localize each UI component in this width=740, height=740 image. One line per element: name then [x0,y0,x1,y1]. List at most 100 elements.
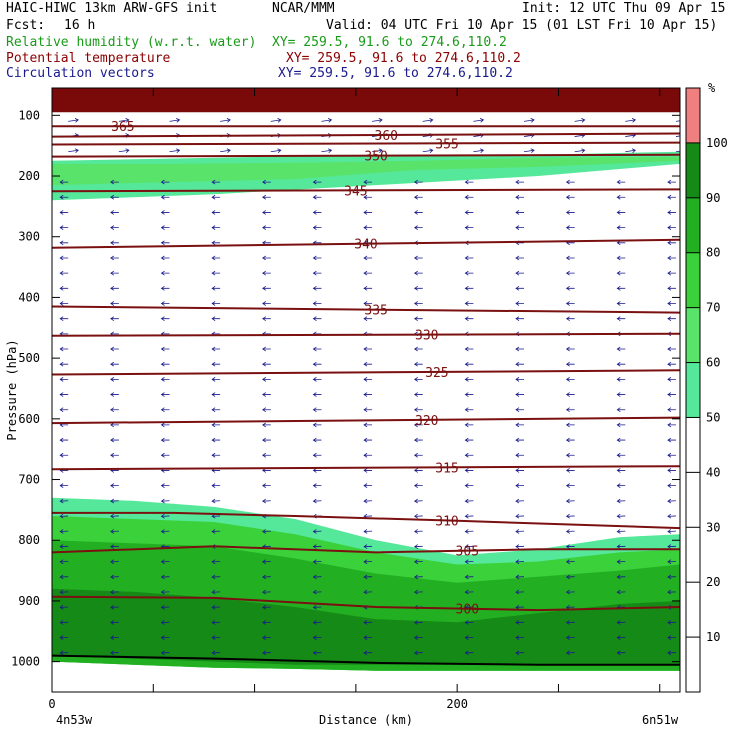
wind-vector-320 [515,210,525,215]
wind-vector-119 [211,346,221,352]
colorbar-label-80: 80 [706,246,720,260]
wind-vector-108 [211,179,221,185]
wind-vector-404 [616,422,626,428]
wind-vector-285 [464,210,474,215]
wind-vector-65 [110,589,119,595]
wind-vector-345 [515,589,525,595]
wind-vector-189 [312,346,322,352]
wind-vector-185 [312,285,322,291]
wind-vector-237 [363,544,373,549]
wind-vector-418 [616,635,626,640]
wind-vector-101 [160,604,170,610]
wind-vector-29 [59,574,69,580]
wind-vector-58 [110,483,119,488]
wind-vector-44 [110,270,119,276]
wind-vector-15 [59,361,69,367]
wind-vector-186 [312,301,322,306]
wind-vector-274 [414,574,423,580]
wind-vector-157 [262,392,271,397]
x-end-label-right: 6n51w [642,713,679,727]
wind-vector-284 [464,194,474,200]
wind-vector-93 [160,483,170,488]
colorbar-label-100: 100 [706,136,728,150]
wind-vector-356 [565,225,575,230]
wind-vector-151 [262,301,271,306]
wind-vector-262 [414,392,423,397]
header-fcst-label: Fcst: [6,18,46,33]
wind-vector-144 [262,194,271,200]
wind-vector-371 [565,452,575,458]
wind-vector-395 [616,285,626,291]
theta-contour-360 [52,132,680,138]
wind-vector-265 [414,437,423,443]
wind-vector-94 [160,498,170,504]
wind-vector-164 [262,498,271,504]
colorbar-label-60: 60 [706,356,720,370]
wind-vector-203 [312,559,322,565]
wind-vector-446 [667,529,676,534]
wind-vector-124 [211,422,221,428]
wind-vector-96 [160,529,170,534]
theta-label-320: 320 [415,414,438,429]
colorbar-label-40: 40 [706,465,720,479]
wind-vector-399 [616,346,626,352]
wind-vector-3 [59,179,69,185]
wind-vector-239 [363,574,373,580]
wind-vector-61 [110,529,119,534]
y-tick-label-500: 500 [18,351,40,365]
wind-vector-439 [667,422,676,428]
wind-vector-117 [211,316,221,322]
wind-vector-114 [211,270,221,276]
wind-vector-216 [363,225,373,230]
wind-vector-222 [363,316,373,322]
wind-vector-0 [68,117,79,123]
wind-vector-178 [312,179,322,185]
wind-vector-34 [59,650,69,656]
wind-vector-179 [312,194,322,200]
wind-vector-201 [312,529,322,534]
theta-contour-300 [52,595,680,612]
wind-vector-109 [211,194,221,200]
wind-vector-138 [211,635,221,640]
theta-contour-335 [52,305,680,314]
wind-vector-425 [667,210,676,215]
wind-vector-128 [211,483,221,488]
wind-vector-210 [372,117,383,123]
wind-vector-438 [667,407,676,413]
y-tick-label-100: 100 [18,108,40,122]
wind-vector-24 [59,498,69,504]
wind-vector-385 [625,117,637,123]
theta-contour-surface [52,654,680,666]
wind-vector-87 [160,392,170,397]
wind-vector-310 [464,589,474,595]
wind-vector-435 [667,361,676,367]
wind-vector-390 [616,210,626,215]
wind-vector-349 [515,650,525,656]
field-theta-name: Potential temperature [6,51,171,66]
wind-vector-133 [211,559,221,565]
wind-vector-422 [675,150,680,153]
wind-vector-28 [59,559,69,565]
wind-vector-192 [312,392,322,397]
wind-vector-208 [312,635,322,640]
wind-vector-227 [363,392,373,397]
wind-vector-387 [625,148,637,153]
wind-vector-156 [262,377,271,382]
wind-vector-30 [59,589,69,595]
wind-vector-107 [220,148,231,153]
colorbar-band-4 [686,197,700,253]
wind-vector-440 [667,437,676,443]
wind-vector-125 [211,437,221,443]
wind-vector-295 [464,361,474,367]
wind-vector-257 [414,316,423,322]
wind-vector-251 [414,225,423,230]
wind-vector-394 [616,270,626,276]
rh-region-6 [52,588,680,665]
wind-vector-290 [464,285,474,291]
wind-vector-266 [414,452,423,458]
wind-vector-393 [616,255,626,261]
wind-vector-231 [363,452,373,458]
colorbar-label-20: 20 [706,575,720,589]
wind-vector-432 [667,316,676,322]
wind-vector-354 [565,194,575,200]
